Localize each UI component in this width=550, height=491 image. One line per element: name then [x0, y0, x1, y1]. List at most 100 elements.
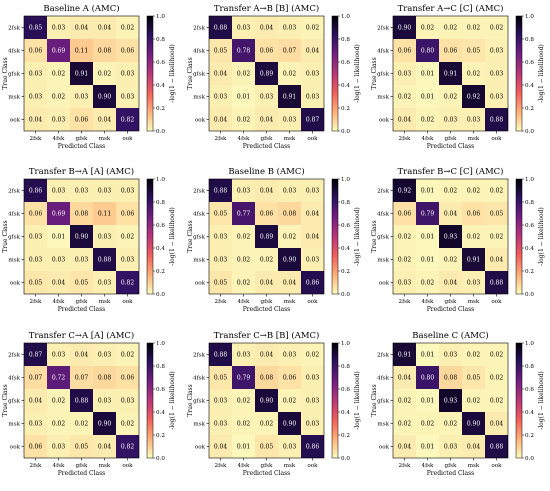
heatmap-cell	[255, 435, 278, 458]
cell-value-label: 0.04	[260, 280, 274, 287]
y-axis-label: True Class	[371, 220, 378, 252]
heatmap-cell	[93, 85, 116, 108]
heatmap-cell	[70, 16, 93, 39]
x-tick-label: gfsk	[445, 299, 458, 305]
heatmap-cell	[416, 39, 439, 62]
heatmap-cell	[116, 435, 139, 458]
x-tick-label: msk	[99, 299, 111, 305]
cell-value-label: 0.04	[398, 375, 412, 382]
cell-value-label: 0.06	[444, 48, 458, 55]
heatmap-cell	[485, 108, 508, 131]
heatmap-cell	[416, 248, 439, 271]
cell-value-label: 0.85	[29, 25, 43, 32]
colorbar-tick-label: 0.8	[341, 364, 350, 370]
y-tick-label: 4fsk	[8, 49, 20, 55]
cell-value-label: 0.86	[306, 280, 320, 287]
heatmap-cell	[70, 389, 93, 412]
colorbar	[331, 178, 339, 295]
x-tick-label: msk	[99, 136, 111, 142]
x-tick-label: gfsk	[445, 463, 458, 469]
x-tick-label: 4fsk	[238, 463, 250, 469]
heatmap-cell	[47, 389, 70, 412]
heatmap-cell	[116, 85, 139, 108]
heatmap-cell	[93, 62, 116, 85]
heatmap-cell	[232, 225, 255, 248]
y-tick-label: msk	[193, 422, 205, 428]
heatmap-cell	[255, 16, 278, 39]
x-tick-label: 2fsk	[30, 136, 42, 142]
cell-value-label: 0.02	[444, 257, 458, 264]
colorbar-tick-label: 0.4	[156, 83, 165, 89]
y-tick-label: msk	[193, 95, 205, 101]
heatmap-cell	[232, 248, 255, 271]
cell-value-label: 0.05	[467, 48, 481, 55]
colorbar-tick-label: 0.8	[341, 37, 350, 43]
y-tick-label: 4fsk	[377, 49, 389, 55]
x-tick-label: 2fsk	[399, 136, 411, 142]
cell-value-label: 0.03	[29, 94, 43, 101]
heatmap-cell	[209, 343, 232, 366]
heatmap-cell	[93, 39, 116, 62]
cell-value-label: 0.02	[283, 71, 297, 78]
cell-value-label: 0.05	[75, 280, 89, 287]
colorbar-tick-label: 0.8	[525, 37, 534, 43]
confusion-matrix-panel: Transfer B→A [A] (AMC) 0.86 0.03 0.03 0.03 0.…	[2, 166, 176, 313]
x-tick-label: ook	[122, 299, 133, 305]
cell-value-label: 0.02	[398, 94, 412, 101]
cell-value-label: 0.03	[52, 117, 66, 124]
colorbar-tick-label: 0.2	[525, 269, 534, 275]
x-axis-label: Predicted Class	[427, 470, 475, 477]
cell-value-label: 0.02	[121, 421, 135, 428]
y-axis-label: True Class	[187, 384, 194, 416]
cell-value-label: 0.89	[260, 71, 274, 78]
heatmap-cell	[209, 435, 232, 458]
y-tick-label: ook	[195, 118, 206, 124]
x-tick-label: 4fsk	[238, 299, 250, 305]
colorbar-tick-label: 0.6	[156, 223, 165, 229]
y-tick-label: 4fsk	[377, 212, 389, 218]
y-tick-label: ook	[379, 118, 390, 124]
heatmap-cell	[255, 412, 278, 435]
heatmap-cell	[255, 179, 278, 202]
cell-value-label: 0.04	[214, 444, 228, 451]
colorbar-tick-label: 1.0	[156, 177, 165, 183]
cell-value-label: 0.08	[98, 375, 112, 382]
cell-value-label: 0.02	[398, 234, 412, 241]
heatmap-cell	[209, 16, 232, 39]
colorbar	[515, 15, 523, 132]
heatmap-cell	[393, 202, 416, 225]
cell-value-label: 0.03	[306, 71, 320, 78]
heatmap-cell	[93, 248, 116, 271]
heatmap-cell	[439, 62, 462, 85]
heatmap-cell	[47, 412, 70, 435]
cell-value-label: 0.02	[490, 25, 504, 32]
confusion-matrix-panel: Transfer A→C [C] (AMC) 0.90 0.02 0.02 0.02 0.…	[371, 3, 545, 150]
heatmap-cell	[485, 16, 508, 39]
heatmap-cell	[70, 412, 93, 435]
cell-value-label: 0.02	[467, 71, 481, 78]
x-axis-label: Predicted Class	[427, 306, 475, 313]
heatmap-cell	[485, 225, 508, 248]
colorbar-tick-label: 0.8	[156, 37, 165, 43]
colorbar-tick-label: 0.2	[341, 433, 350, 439]
heatmap-cell	[301, 108, 324, 131]
x-tick-label: gfsk	[261, 136, 274, 142]
cell-value-label: 0.02	[283, 398, 297, 405]
y-tick-label: 4fsk	[193, 212, 205, 218]
heatmap-cell	[232, 435, 255, 458]
heatmap-cell	[24, 62, 47, 85]
heatmap-cell	[416, 271, 439, 294]
cell-value-label: 0.91	[467, 257, 480, 264]
x-tick-label: 2fsk	[215, 299, 227, 305]
cell-value-label: 0.93	[444, 234, 458, 241]
heatmap-cell	[70, 271, 93, 294]
heatmap-cell	[209, 271, 232, 294]
y-axis-label: True Class	[2, 220, 9, 252]
heatmap-cell	[24, 39, 47, 62]
y-tick-label: msk	[377, 95, 389, 101]
cell-value-label: 0.06	[121, 211, 135, 218]
cell-value-label: 0.03	[444, 444, 458, 451]
cell-value-label: 0.03	[237, 352, 251, 359]
cell-value-label: 0.03	[490, 48, 504, 55]
